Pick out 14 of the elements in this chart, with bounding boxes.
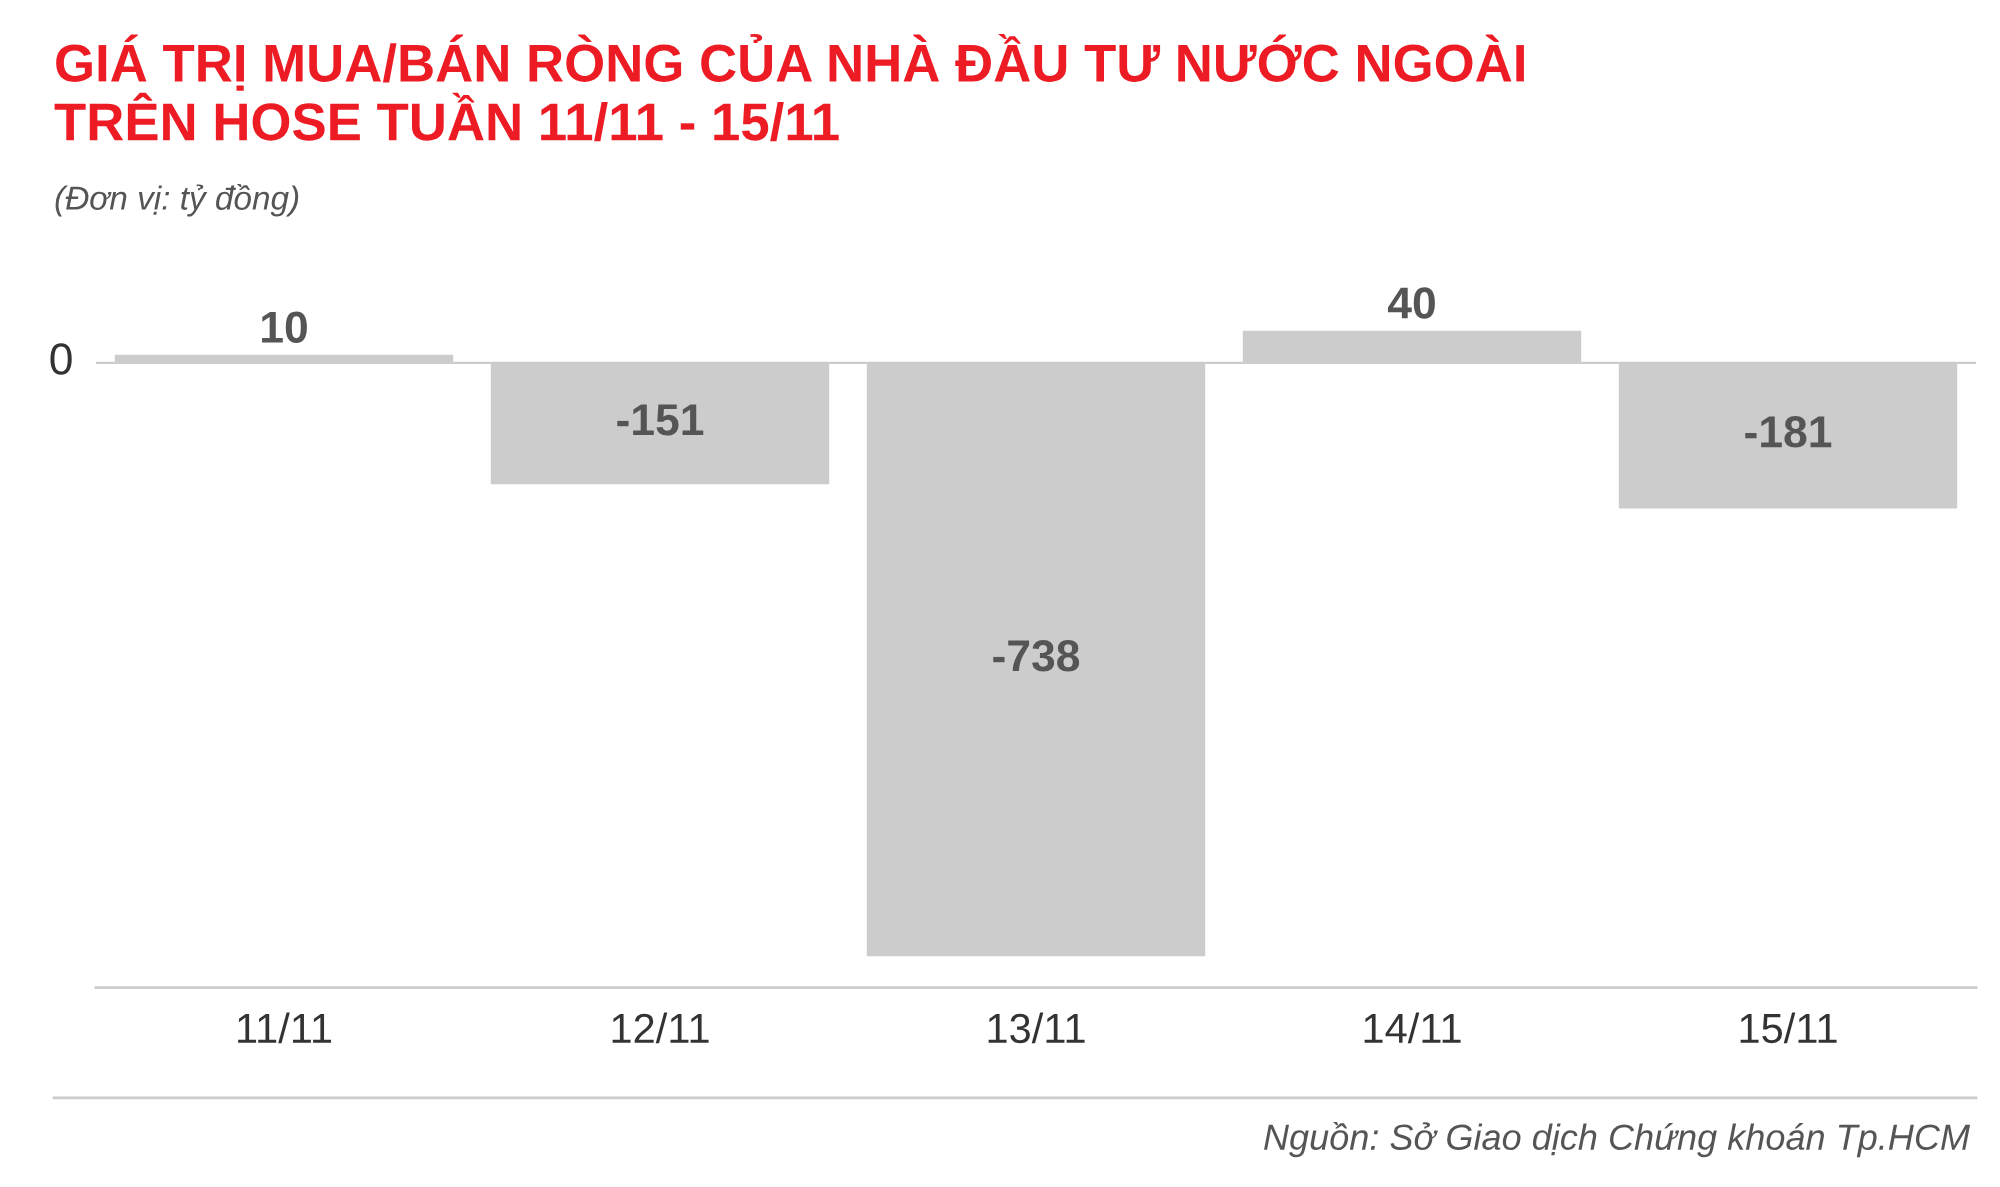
- data-label: -151: [617, 404, 704, 436]
- x-tick-label: 14/11: [1364, 1012, 1461, 1044]
- x-tick-label: 12/11: [612, 1012, 709, 1044]
- data-label: -181: [1745, 416, 1832, 448]
- x-tick-label: 11/11: [238, 1012, 332, 1044]
- text: Nguồn: Sở Giao dịch Chứng khoán Tp.HCM: [1264, 1121, 1971, 1158]
- chart-subtitle: (Đơn vị: tỷ đồng): [55, 183, 299, 217]
- data-label: -738: [993, 640, 1080, 672]
- data-label: 10: [262, 311, 307, 343]
- data-label: 40: [1387, 287, 1435, 319]
- x-tick-label: 13/11: [988, 1012, 1085, 1044]
- chart-title: GIÁ TRỊ MUA/BÁN RÒNG CỦA NHÀ ĐẦU TƯ NƯỚC NGOÀI TRÊN HOSE TUẦN 11/11 - 15/11: [54, 34, 1524, 142]
- ref-line-label: 0: [50, 343, 72, 375]
- x-tick-label: 15/11: [1740, 1012, 1837, 1044]
